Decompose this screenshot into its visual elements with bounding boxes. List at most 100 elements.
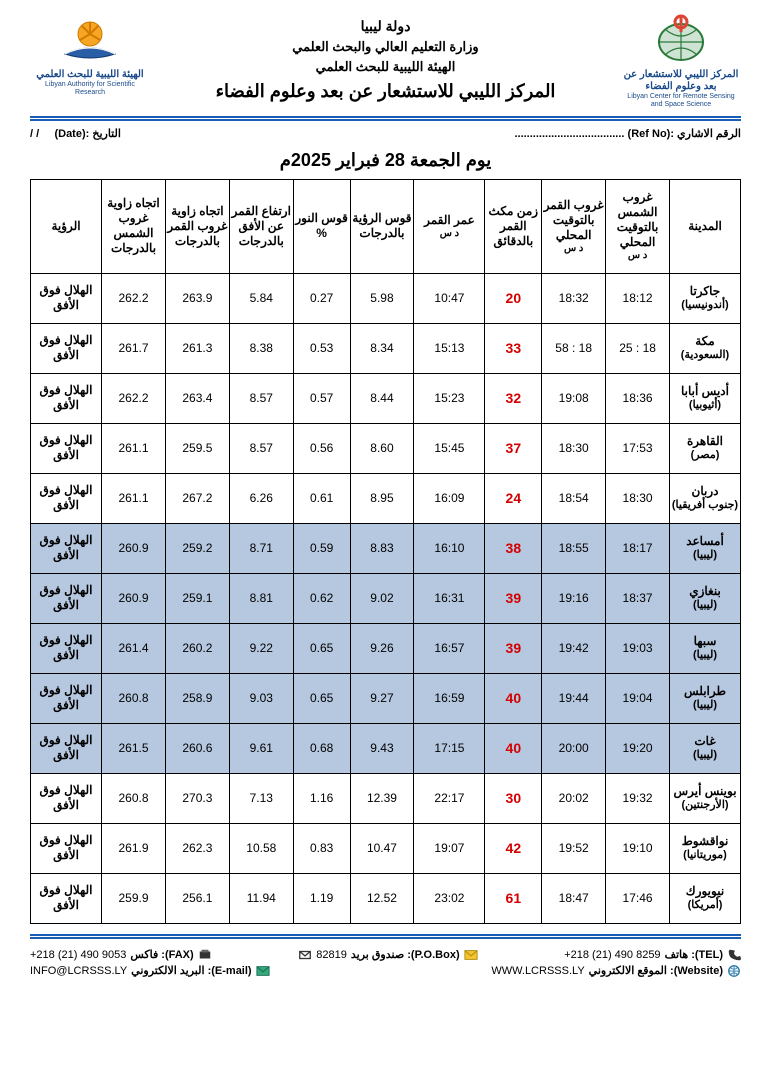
ref-no: الرقم الاشاري :(Ref No) ................… — [514, 127, 741, 140]
cell-moonset: 18:55 — [542, 523, 606, 573]
cell-light: 0.57 — [293, 373, 350, 423]
cell-alt: 9.61 — [229, 723, 293, 773]
cell-stay: 30 — [485, 773, 542, 823]
cell-visibility: الهلال فوق الأفق — [31, 823, 102, 873]
cell-arc: 9.43 — [350, 723, 414, 773]
cell-moonset: 18:32 — [542, 273, 606, 323]
cell-alt: 11.94 — [229, 873, 293, 923]
cell-arc: 8.44 — [350, 373, 414, 423]
col-arc: قوس الرؤية بالدرجات — [350, 179, 414, 273]
cell-stay: 39 — [485, 573, 542, 623]
cell-stay: 40 — [485, 723, 542, 773]
cell-age: 15:13 — [414, 323, 485, 373]
mail-value: INFO@LCRSSS.LY — [30, 965, 127, 977]
web-label: الموقع الالكتروني :(Website) — [589, 964, 723, 977]
cell-moonset: 19:08 — [542, 373, 606, 423]
cell-age: 16:57 — [414, 623, 485, 673]
cell-moonset: 20:00 — [542, 723, 606, 773]
cell-moon-az: 258.9 — [165, 673, 229, 723]
cell-moonset: 19:44 — [542, 673, 606, 723]
email-icon — [256, 964, 270, 978]
cell-sun-az: 261.1 — [102, 473, 166, 523]
cell-sunset: 18:17 — [606, 523, 670, 573]
col-sunset: غروب الشمس بالتوقيت المحلي د س — [606, 179, 670, 273]
cell-age: 16:31 — [414, 573, 485, 623]
cell-alt: 9.22 — [229, 623, 293, 673]
cell-sun-az: 260.8 — [102, 773, 166, 823]
cell-light: 0.65 — [293, 673, 350, 723]
cell-arc: 8.34 — [350, 323, 414, 373]
cell-moon-az: 260.6 — [165, 723, 229, 773]
table-row: أديس أبابا(أثيوبيا)18:3619:083215:238.44… — [31, 373, 741, 423]
cell-sun-az: 262.2 — [102, 273, 166, 323]
cell-alt: 5.84 — [229, 273, 293, 323]
cell-light: 0.83 — [293, 823, 350, 873]
cell-age: 16:10 — [414, 523, 485, 573]
cell-alt: 8.71 — [229, 523, 293, 573]
cell-visibility: الهلال فوق الأفق — [31, 723, 102, 773]
cell-sun-az: 260.8 — [102, 673, 166, 723]
cell-age: 10:47 — [414, 273, 485, 323]
globe-small-icon — [727, 964, 741, 978]
cell-stay: 42 — [485, 823, 542, 873]
cell-age: 17:15 — [414, 723, 485, 773]
title-authority: الهيئة الليبية للبحث العلمي — [150, 57, 621, 77]
cell-sun-az: 260.9 — [102, 523, 166, 573]
cell-sunset: 18:30 — [606, 473, 670, 523]
cell-moon-az: 262.3 — [165, 823, 229, 873]
cell-sun-az: 261.4 — [102, 623, 166, 673]
cell-stay: 33 — [485, 323, 542, 373]
cell-light: 1.16 — [293, 773, 350, 823]
table-row: نيويورك(أمريكا)17:4618:476123:0212.521.1… — [31, 873, 741, 923]
table-row: سبها(ليبيا)19:0319:423916:579.260.659.22… — [31, 623, 741, 673]
cell-city: القاهرة(مصر) — [670, 423, 741, 473]
cell-alt: 8.57 — [229, 423, 293, 473]
cell-sunset: 19:03 — [606, 623, 670, 673]
cell-sunset: 19:20 — [606, 723, 670, 773]
footer-email: INFO@LCRSSS.LY البريد الالكتروني :(E-mai… — [30, 964, 270, 978]
cell-arc: 12.52 — [350, 873, 414, 923]
cell-stay: 24 — [485, 473, 542, 523]
cell-age: 16:59 — [414, 673, 485, 723]
document-header: المركز الليبي للاستشعار عن بعد وعلوم الف… — [30, 12, 741, 110]
cell-age: 19:07 — [414, 823, 485, 873]
footer-pobox: 82819 صندوق بريد :(P.O.Box) — [298, 948, 477, 962]
cell-alt: 6.26 — [229, 473, 293, 523]
cell-sunset: 18:37 — [606, 573, 670, 623]
cell-visibility: الهلال فوق الأفق — [31, 373, 102, 423]
table-row: القاهرة(مصر)17:5318:303715:458.600.568.5… — [31, 423, 741, 473]
fax-value: +218 (21) 490 9053 — [30, 949, 126, 961]
cell-moon-az: 259.5 — [165, 423, 229, 473]
cell-alt: 7.13 — [229, 773, 293, 823]
table-row: طرابلس(ليبيا)19:0419:444016:599.270.659.… — [31, 673, 741, 723]
ref-dots: .................................... — [514, 128, 624, 140]
fax-label: فاكس :(FAX) — [130, 948, 193, 961]
cell-moon-az: 270.3 — [165, 773, 229, 823]
cell-light: 0.27 — [293, 273, 350, 323]
col-age: عمر القمر د س — [414, 179, 485, 273]
table-header-row: المدينة غروب الشمس بالتوقيت المحلي د س غ… — [31, 179, 741, 273]
cell-arc: 8.83 — [350, 523, 414, 573]
mail-label: البريد الالكتروني :(E-mail) — [131, 964, 251, 977]
cell-stay: 32 — [485, 373, 542, 423]
cell-light: 1.19 — [293, 873, 350, 923]
cell-city: سبها(ليبيا) — [670, 623, 741, 673]
footer-rule — [30, 934, 741, 939]
cell-city: بوينس أيرس(الأرجنتين) — [670, 773, 741, 823]
cell-sun-az: 259.9 — [102, 873, 166, 923]
cell-sunset: 18:12 — [606, 273, 670, 323]
cell-light: 0.61 — [293, 473, 350, 523]
cell-arc: 9.27 — [350, 673, 414, 723]
cell-city: مكة(السعودية) — [670, 323, 741, 373]
cell-visibility: الهلال فوق الأفق — [31, 523, 102, 573]
ref-label: الرقم الاشاري :(Ref No) — [628, 128, 741, 140]
cell-city: أديس أبابا(أثيوبيا) — [670, 373, 741, 423]
cell-stay: 38 — [485, 523, 542, 573]
cell-age: 22:17 — [414, 773, 485, 823]
table-row: بوينس أيرس(الأرجنتين)19:3220:023022:1712… — [31, 773, 741, 823]
cell-moon-az: 256.1 — [165, 873, 229, 923]
title-country: دولة ليبيا — [150, 16, 621, 37]
cell-visibility: الهلال فوق الأفق — [31, 773, 102, 823]
cell-moonset: 19:16 — [542, 573, 606, 623]
table-row: غات(ليبيا)19:2020:004017:159.430.689.612… — [31, 723, 741, 773]
